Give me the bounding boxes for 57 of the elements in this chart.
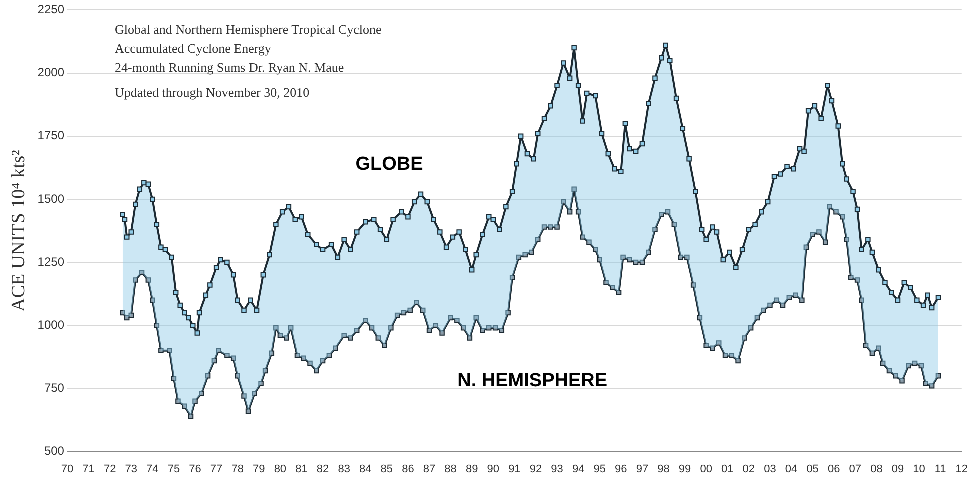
x-tick-label: 07 — [849, 463, 862, 476]
x-tick-label: 82 — [316, 463, 330, 476]
y-tick-label: 500 — [44, 444, 65, 458]
x-tick-label: 88 — [444, 463, 457, 476]
y-tick-label: 1500 — [38, 192, 65, 206]
x-tick-label: 98 — [658, 463, 670, 476]
y-tick-label: 2000 — [38, 66, 65, 80]
x-tick-label: 09 — [892, 463, 904, 476]
x-tick-label: 86 — [402, 463, 414, 476]
x-tick-label: 76 — [189, 463, 202, 476]
x-tick-label: 06 — [828, 463, 840, 476]
x-tick-label: 91 — [508, 463, 521, 476]
x-tick-label: 01 — [722, 463, 734, 476]
x-tick-label: 78 — [232, 463, 244, 476]
x-tick-label: 12 — [956, 463, 968, 476]
x-tick-label: 87 — [423, 463, 436, 476]
x-tick-label: 03 — [764, 463, 776, 476]
x-tick-label: 05 — [806, 463, 819, 476]
x-tick-label: 95 — [594, 463, 606, 476]
x-tick-label: 97 — [636, 463, 649, 476]
x-tick-label: 77 — [210, 463, 223, 476]
x-tick-label: 70 — [61, 463, 74, 476]
text: 24-month Running Sums Dr. Ryan N. Maue — [115, 59, 346, 77]
series-label: GLOBE — [356, 154, 424, 175]
x-tick-label: 83 — [338, 463, 350, 476]
x-tick-label: 80 — [274, 463, 287, 476]
x-tick-label: 71 — [82, 463, 95, 476]
x-tick-label: 08 — [870, 463, 883, 476]
x-tick-label: 79 — [253, 463, 266, 476]
x-tick-label: 11 — [934, 463, 946, 476]
y-tick-label: 1250 — [38, 254, 65, 269]
annotation: Updated through November 30, 2010 — [115, 84, 311, 102]
x-tick-label: 92 — [530, 463, 542, 476]
series-label: N. HEMISPHERE — [458, 370, 608, 392]
x-tick-label: 74 — [146, 463, 159, 476]
x-tick-label: 96 — [615, 463, 628, 476]
x-tick-label: 10 — [913, 463, 926, 476]
y-tick-label: 1000 — [38, 318, 65, 332]
x-tick-label: 99 — [678, 463, 692, 476]
y-tick-label: 2250 — [38, 2, 65, 17]
x-tick-label: 85 — [380, 463, 394, 476]
x-tick-label: 02 — [742, 463, 756, 476]
y-tick-label: 750 — [44, 381, 65, 396]
y-axis-title: ACE UNITS 10⁴ kts² — [8, 150, 30, 312]
x-tick-label: 04 — [785, 463, 798, 476]
x-tick-label: 73 — [125, 463, 138, 476]
x-tick-label: 75 — [168, 463, 180, 476]
text: Global and Northern Hemisphere Tropical Cyclone Accumulated Cyclone Energy — [115, 21, 383, 58]
x-tick-label: 84 — [360, 463, 372, 476]
x-tick-label: 90 — [487, 463, 500, 476]
x-tick-label: 81 — [296, 463, 308, 476]
x-tick-label: 94 — [572, 463, 585, 476]
x-tick-label: 93 — [551, 463, 564, 476]
x-tick-label: 72 — [104, 463, 116, 476]
x-tick-label: 00 — [700, 463, 712, 476]
y-tick-label: 1750 — [38, 128, 65, 143]
x-tick-label: 89 — [466, 463, 478, 476]
